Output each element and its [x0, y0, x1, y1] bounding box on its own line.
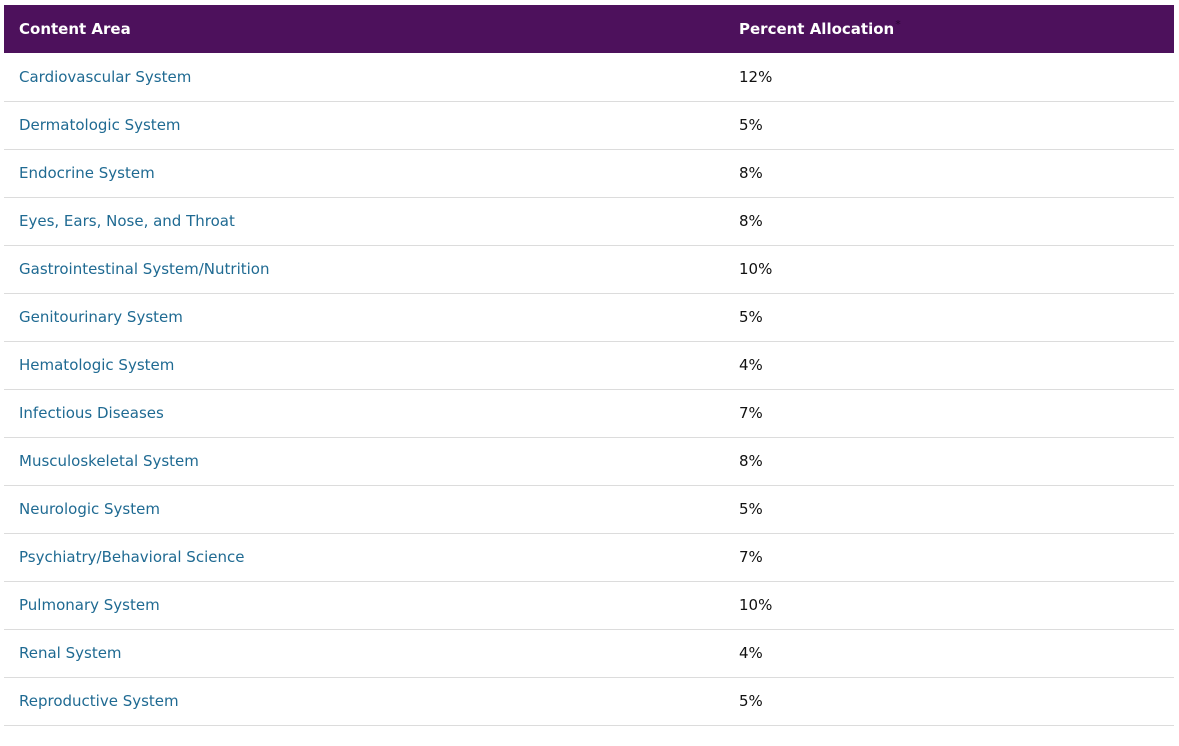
content-area-link-endocrine[interactable]: Endocrine System	[19, 164, 155, 182]
table-row: Neurologic System 5%	[4, 485, 1174, 533]
percent-cell: 8%	[739, 164, 763, 182]
table-row: Renal System 4%	[4, 629, 1174, 677]
table-row: Reproductive System 5%	[4, 677, 1174, 725]
header-row: Content Area Percent Allocation*	[4, 5, 1174, 53]
content-area-link-cardiovascular[interactable]: Cardiovascular System	[19, 67, 192, 86]
content-area-link-renal[interactable]: Renal System	[19, 644, 122, 662]
content-area-cell: Neurologic System	[4, 485, 724, 533]
percent-cell: 10%	[739, 260, 773, 278]
table-row: Gastrointestinal System/Nutrition 10%	[4, 245, 1174, 293]
content-area-cell: Endocrine System	[4, 149, 724, 197]
percent-cell: 4%	[739, 644, 763, 662]
table-row: Genitourinary System 5%	[4, 293, 1174, 341]
header-content-area-label: Content Area	[19, 20, 131, 38]
table-row: Musculoskeletal System 8%	[4, 437, 1174, 485]
content-area-cell: Dermatologic System	[4, 101, 724, 149]
content-area-link-reproductive[interactable]: Reproductive System	[19, 692, 179, 710]
content-allocation-table-wrapper: Content Area Percent Allocation* Cardiov…	[4, 5, 1174, 726]
table-row: Infectious Diseases 7%	[4, 389, 1174, 437]
content-area-link-hematologic[interactable]: Hematologic System	[19, 356, 175, 374]
content-area-link-dermatologic[interactable]: Dermatologic System	[19, 116, 181, 134]
table-row: Psychiatry/Behavioral Science 7%	[4, 533, 1174, 581]
content-area-cell: Renal System	[4, 629, 724, 677]
content-area-link-genitourinary[interactable]: Genitourinary System	[19, 308, 183, 326]
content-area-cell: Cardiovascular System	[4, 53, 724, 101]
content-area-cell: Musculoskeletal System	[4, 437, 724, 485]
header-content-area: Content Area	[4, 5, 724, 53]
table-row: Endocrine System 8%	[4, 149, 1174, 197]
percent-cell: 8%	[739, 452, 763, 470]
content-area-link-musculoskeletal[interactable]: Musculoskeletal System	[19, 452, 199, 470]
percent-cell: 7%	[739, 548, 763, 566]
content-area-link-gastrointestinal[interactable]: Gastrointestinal System/Nutrition	[19, 260, 270, 278]
table-row: Dermatologic System 5%	[4, 101, 1174, 149]
percent-cell: 10%	[739, 596, 773, 614]
content-area-link-psychiatry[interactable]: Psychiatry/Behavioral Science	[19, 548, 245, 566]
content-allocation-table: Content Area Percent Allocation* Cardiov…	[4, 5, 1174, 726]
content-area-cell: Infectious Diseases	[4, 389, 724, 437]
percent-cell: 4%	[739, 356, 763, 374]
content-area-cell: Pulmonary System	[4, 581, 724, 629]
percent-cell: 5%	[739, 500, 763, 518]
content-area-link-infectious[interactable]: Infectious Diseases	[19, 404, 164, 422]
table-row: Cardiovascular System 12%	[4, 53, 1174, 101]
header-percent-allocation: Percent Allocation*	[724, 5, 1174, 53]
table-row: Hematologic System 4%	[4, 341, 1174, 389]
content-area-cell: Genitourinary System	[4, 293, 724, 341]
percent-cell: 7%	[739, 404, 763, 422]
content-area-cell: Psychiatry/Behavioral Science	[4, 533, 724, 581]
content-area-link-eent[interactable]: Eyes, Ears, Nose, and Throat	[19, 212, 235, 230]
percent-cell: 5%	[739, 308, 763, 326]
content-area-link-pulmonary[interactable]: Pulmonary System	[19, 596, 160, 614]
content-area-link-neurologic[interactable]: Neurologic System	[19, 500, 160, 518]
table-header: Content Area Percent Allocation*	[4, 5, 1174, 53]
percent-cell: 8%	[739, 212, 763, 230]
percent-cell: 5%	[739, 116, 763, 134]
content-area-cell: Eyes, Ears, Nose, and Throat	[4, 197, 724, 245]
header-percent-allocation-label: Percent Allocation	[739, 20, 895, 38]
content-area-cell: Reproductive System	[4, 677, 724, 725]
table-row: Pulmonary System 10%	[4, 581, 1174, 629]
table-body: Cardiovascular System 12% Dermatologic S…	[4, 53, 1174, 725]
content-area-cell: Hematologic System	[4, 341, 724, 389]
percent-cell: 12%	[739, 67, 773, 86]
content-area-cell: Gastrointestinal System/Nutrition	[4, 245, 724, 293]
percent-cell: 5%	[739, 692, 763, 710]
table-row: Eyes, Ears, Nose, and Throat 8%	[4, 197, 1174, 245]
footnote-asterisk: *	[895, 18, 901, 31]
